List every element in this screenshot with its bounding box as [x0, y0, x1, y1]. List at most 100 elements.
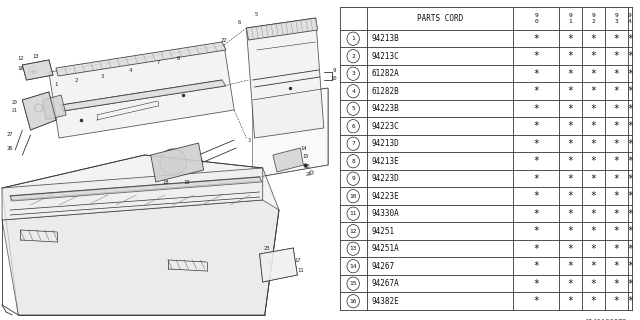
Text: 94251: 94251	[371, 227, 394, 236]
Text: 8: 8	[177, 55, 180, 60]
Text: 94213D: 94213D	[371, 139, 399, 148]
Text: 94382E: 94382E	[371, 297, 399, 306]
Polygon shape	[56, 42, 226, 76]
Text: *: *	[591, 121, 596, 131]
Text: 5: 5	[351, 106, 355, 111]
Text: *: *	[614, 104, 620, 114]
Text: *: *	[627, 174, 633, 184]
Text: *: *	[591, 209, 596, 219]
Text: *: *	[627, 69, 633, 79]
Text: 11: 11	[349, 211, 357, 216]
Text: *: *	[614, 209, 620, 219]
Text: 9: 9	[351, 176, 355, 181]
Text: *: *	[533, 296, 540, 306]
Text: 6: 6	[351, 124, 355, 129]
Text: 15: 15	[302, 155, 308, 159]
Text: 94223D: 94223D	[371, 174, 399, 183]
Text: 94267: 94267	[371, 262, 394, 271]
Polygon shape	[260, 248, 298, 282]
Text: *: *	[627, 209, 633, 219]
Text: 94330A: 94330A	[371, 209, 399, 218]
Text: 12: 12	[17, 55, 24, 60]
Text: *: *	[627, 86, 633, 96]
Text: *: *	[568, 279, 573, 289]
Text: 20: 20	[12, 100, 17, 105]
Text: *: *	[614, 279, 620, 289]
Text: *: *	[614, 121, 620, 131]
Text: 9
1: 9 1	[569, 13, 573, 24]
Polygon shape	[253, 88, 328, 178]
Text: 7: 7	[156, 60, 159, 66]
Text: *: *	[533, 226, 540, 236]
Text: *: *	[627, 51, 633, 61]
Text: 2: 2	[75, 77, 78, 83]
Text: *: *	[533, 244, 540, 254]
Text: *: *	[591, 174, 596, 184]
Text: *: *	[627, 156, 633, 166]
Text: 9: 9	[332, 68, 335, 73]
Text: *: *	[614, 261, 620, 271]
Text: 14: 14	[300, 146, 307, 150]
Text: *: *	[614, 156, 620, 166]
Text: *: *	[533, 51, 540, 61]
Text: 10: 10	[331, 76, 337, 82]
Polygon shape	[246, 18, 324, 138]
Text: 12: 12	[349, 229, 357, 234]
Text: *: *	[614, 191, 620, 201]
Polygon shape	[10, 177, 262, 201]
Text: 13: 13	[33, 53, 39, 59]
Polygon shape	[22, 60, 53, 80]
Text: 21: 21	[12, 108, 17, 113]
Text: 8: 8	[351, 159, 355, 164]
Polygon shape	[43, 95, 66, 120]
Text: 26: 26	[7, 146, 13, 150]
Text: 23: 23	[264, 245, 270, 251]
Text: 4: 4	[129, 68, 132, 74]
Text: 17: 17	[294, 258, 301, 262]
Text: *: *	[591, 296, 596, 306]
Text: *: *	[627, 226, 633, 236]
Text: *: *	[614, 296, 620, 306]
Text: *: *	[614, 86, 620, 96]
Text: 2: 2	[351, 54, 355, 59]
Text: *: *	[568, 156, 573, 166]
Text: 7: 7	[351, 141, 355, 146]
Text: *: *	[614, 244, 620, 254]
Text: *: *	[533, 104, 540, 114]
Text: *: *	[614, 174, 620, 184]
Text: 13: 13	[349, 246, 357, 251]
Text: *: *	[591, 261, 596, 271]
Text: *: *	[568, 296, 573, 306]
Text: *: *	[533, 191, 540, 201]
Text: 94223B: 94223B	[371, 104, 399, 113]
Text: *: *	[568, 51, 573, 61]
Text: 61282A: 61282A	[371, 69, 399, 78]
Text: 94223C: 94223C	[371, 122, 399, 131]
Polygon shape	[273, 148, 303, 172]
Text: 14: 14	[349, 264, 357, 269]
Text: *: *	[568, 69, 573, 79]
Text: 3: 3	[248, 138, 251, 142]
Polygon shape	[246, 18, 317, 40]
Text: *: *	[568, 191, 573, 201]
Text: *: *	[568, 121, 573, 131]
Text: 94251A: 94251A	[371, 244, 399, 253]
Text: *: *	[614, 34, 620, 44]
Text: 27: 27	[7, 132, 13, 138]
Text: *: *	[614, 69, 620, 79]
Text: *: *	[568, 174, 573, 184]
Text: *: *	[627, 139, 633, 149]
Text: *: *	[627, 121, 633, 131]
Polygon shape	[49, 45, 234, 138]
Text: *: *	[568, 261, 573, 271]
Text: *: *	[568, 86, 573, 96]
Text: *: *	[627, 191, 633, 201]
Text: 94223E: 94223E	[371, 192, 399, 201]
Text: 22: 22	[221, 37, 227, 43]
Text: *: *	[568, 139, 573, 149]
Text: 15: 15	[349, 281, 357, 286]
Text: 4: 4	[351, 89, 355, 94]
Text: *: *	[533, 279, 540, 289]
Text: *: *	[533, 86, 540, 96]
Text: 24: 24	[306, 172, 312, 178]
